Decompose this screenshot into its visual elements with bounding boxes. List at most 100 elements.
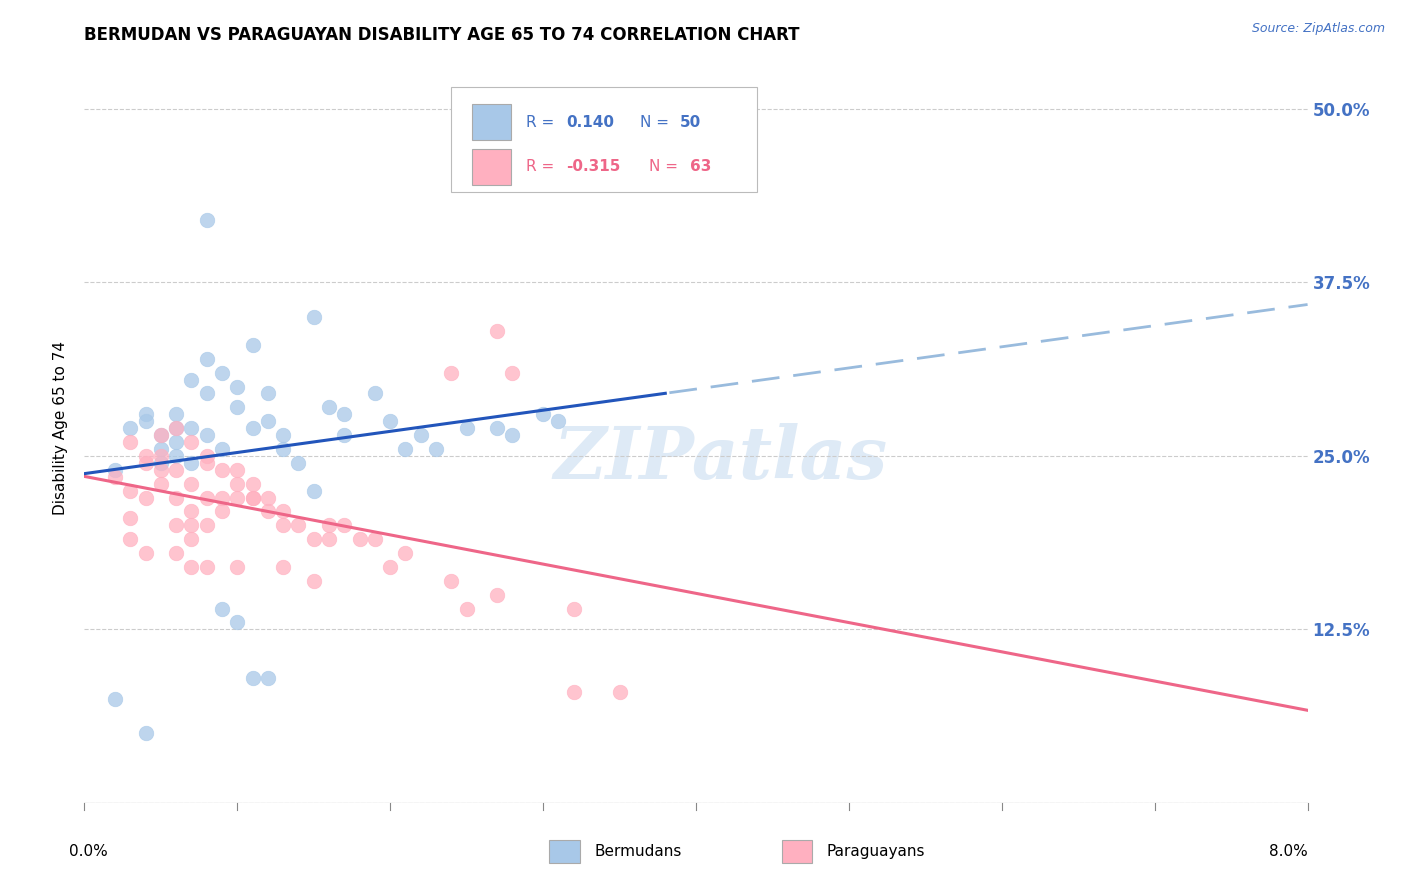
- FancyBboxPatch shape: [472, 149, 512, 185]
- Point: [149, 476, 172, 491]
- Point: [242, 491, 264, 505]
- Point: [211, 366, 233, 380]
- Point: [165, 491, 187, 505]
- Point: [226, 379, 249, 393]
- Text: 50: 50: [681, 115, 702, 129]
- Point: [394, 546, 416, 560]
- Point: [562, 601, 585, 615]
- Point: [165, 463, 187, 477]
- Point: [180, 532, 202, 546]
- Point: [165, 546, 187, 560]
- Point: [226, 615, 249, 630]
- Point: [165, 421, 187, 435]
- Point: [609, 685, 631, 699]
- Point: [318, 518, 340, 533]
- Point: [165, 449, 187, 463]
- Point: [120, 435, 142, 450]
- Point: [135, 491, 157, 505]
- Text: ZIPatlas: ZIPatlas: [554, 423, 887, 493]
- Point: [149, 428, 172, 442]
- Point: [242, 476, 264, 491]
- Point: [271, 428, 294, 442]
- Text: BERMUDAN VS PARAGUAYAN DISABILITY AGE 65 TO 74 CORRELATION CHART: BERMUDAN VS PARAGUAYAN DISABILITY AGE 65…: [84, 26, 800, 44]
- Point: [120, 421, 142, 435]
- Point: [195, 386, 218, 401]
- Point: [120, 511, 142, 525]
- Point: [165, 435, 187, 450]
- Point: [211, 463, 233, 477]
- Point: [349, 532, 371, 546]
- Point: [318, 401, 340, 415]
- Text: 63: 63: [690, 160, 711, 175]
- Point: [486, 421, 509, 435]
- Point: [333, 428, 356, 442]
- Text: N =: N =: [640, 115, 673, 129]
- Point: [135, 726, 157, 740]
- Point: [425, 442, 447, 456]
- Point: [242, 491, 264, 505]
- Point: [180, 504, 202, 518]
- Point: [149, 428, 172, 442]
- Point: [364, 386, 387, 401]
- FancyBboxPatch shape: [472, 104, 512, 140]
- Point: [195, 456, 218, 470]
- FancyBboxPatch shape: [451, 87, 758, 192]
- Point: [149, 463, 172, 477]
- Point: [165, 421, 187, 435]
- Point: [271, 504, 294, 518]
- Point: [302, 532, 325, 546]
- Point: [180, 560, 202, 574]
- Point: [180, 435, 202, 450]
- Point: [149, 456, 172, 470]
- Point: [211, 601, 233, 615]
- Point: [135, 456, 157, 470]
- Text: 0.0%: 0.0%: [69, 845, 108, 859]
- Text: N =: N =: [650, 160, 683, 175]
- Point: [120, 483, 142, 498]
- Point: [135, 407, 157, 421]
- Point: [180, 373, 202, 387]
- Point: [271, 442, 294, 456]
- Point: [226, 401, 249, 415]
- Point: [287, 518, 309, 533]
- Point: [135, 546, 157, 560]
- Point: [104, 691, 127, 706]
- Text: Source: ZipAtlas.com: Source: ZipAtlas.com: [1251, 22, 1385, 36]
- Point: [302, 574, 325, 588]
- Point: [180, 476, 202, 491]
- Point: [180, 421, 202, 435]
- Point: [531, 407, 554, 421]
- Point: [149, 442, 172, 456]
- Point: [242, 338, 264, 352]
- Point: [180, 456, 202, 470]
- Point: [195, 428, 218, 442]
- Point: [195, 351, 218, 366]
- Point: [226, 560, 249, 574]
- Point: [440, 366, 463, 380]
- Point: [120, 532, 142, 546]
- Point: [456, 421, 478, 435]
- Point: [226, 463, 249, 477]
- Text: 0.140: 0.140: [567, 115, 614, 129]
- Point: [271, 518, 294, 533]
- Point: [333, 407, 356, 421]
- Point: [211, 504, 233, 518]
- Point: [226, 491, 249, 505]
- Point: [364, 532, 387, 546]
- Point: [257, 414, 280, 428]
- Point: [195, 491, 218, 505]
- Text: -0.315: -0.315: [567, 160, 620, 175]
- Point: [226, 476, 249, 491]
- Point: [257, 386, 280, 401]
- Point: [242, 671, 264, 685]
- Point: [271, 560, 294, 574]
- Point: [180, 518, 202, 533]
- Point: [456, 601, 478, 615]
- Point: [302, 483, 325, 498]
- Point: [165, 407, 187, 421]
- Text: Bermudans: Bermudans: [595, 844, 682, 859]
- Point: [502, 366, 524, 380]
- Point: [318, 532, 340, 546]
- Point: [562, 685, 585, 699]
- Point: [380, 560, 402, 574]
